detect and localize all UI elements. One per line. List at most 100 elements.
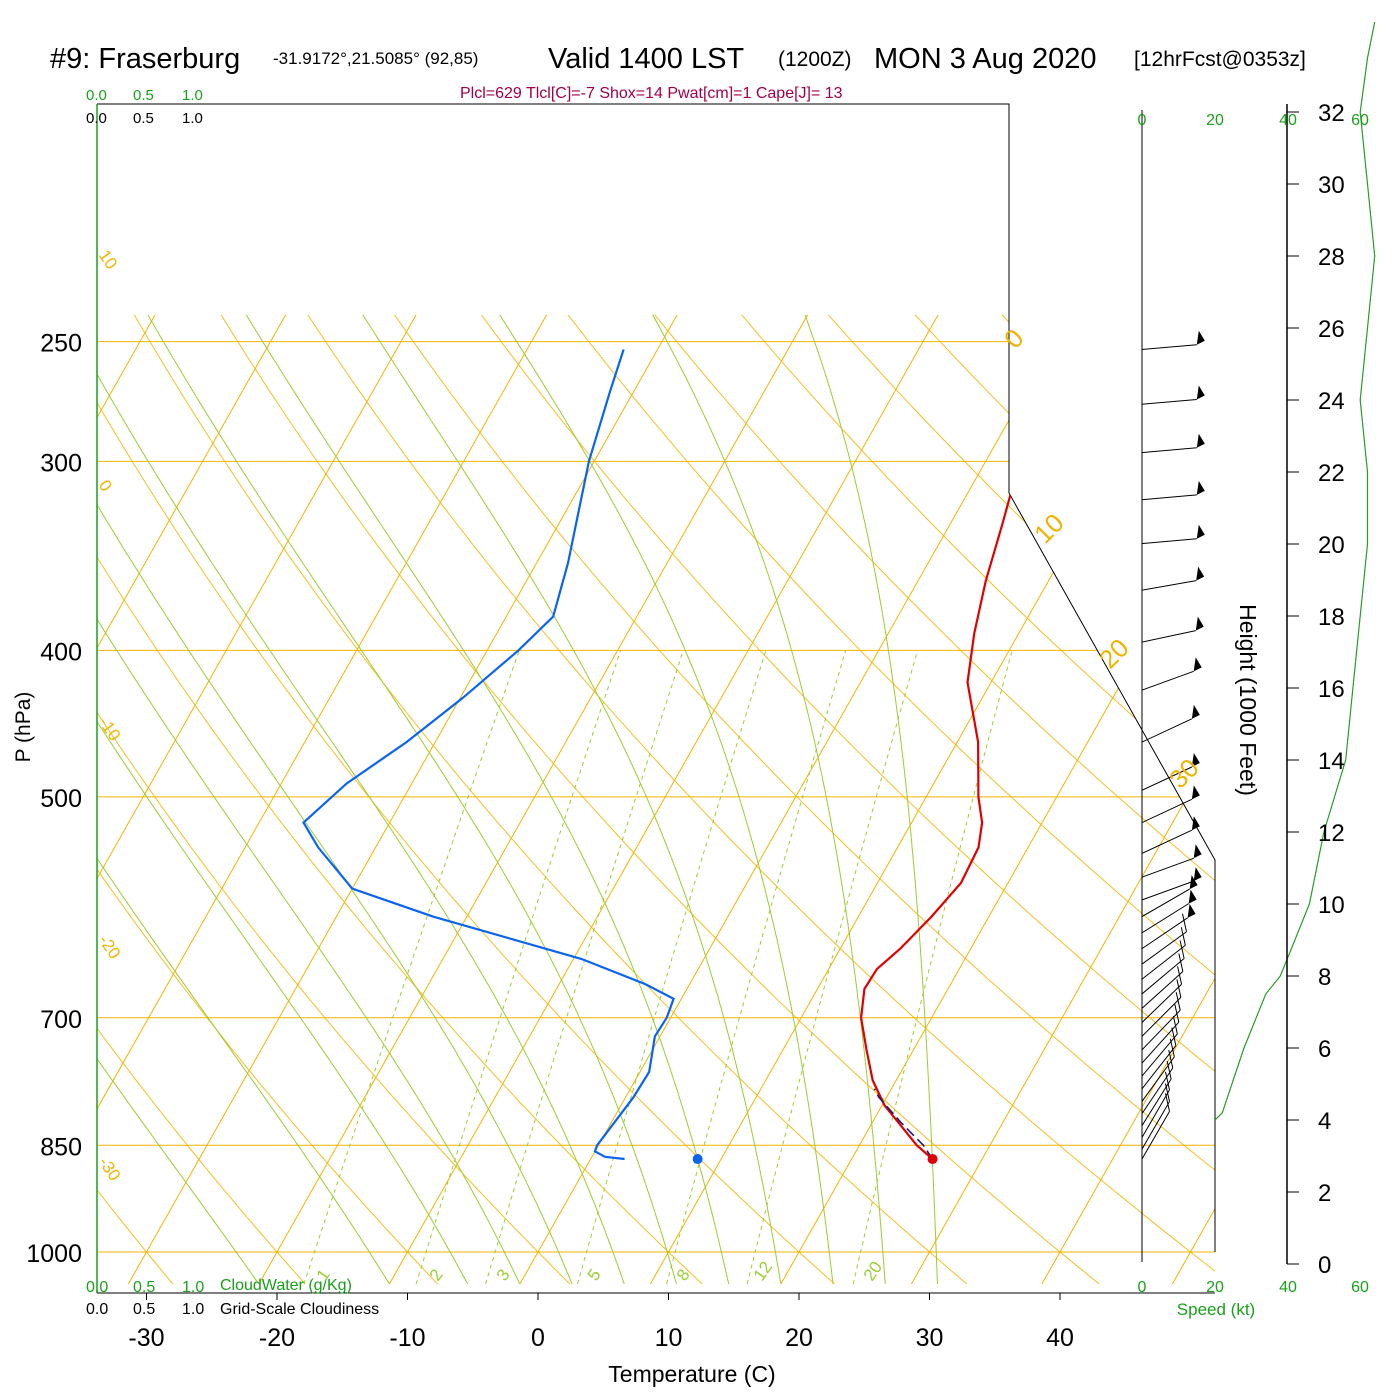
- mixing-ratio-line: [852, 650, 1013, 1285]
- mixing-ratio-line: [577, 650, 767, 1285]
- moist-adiabat: [97, 314, 625, 1285]
- temp-tick-label: -20: [259, 1324, 295, 1352]
- dry-adiabat: [654, 314, 1215, 1285]
- wind-barb: [1141, 997, 1182, 1037]
- moist-adiabat: [804, 314, 938, 1285]
- isotherm-label-left: -30: [95, 1153, 125, 1184]
- dry-adiabat: [133, 314, 968, 1285]
- speed-top-tick-1: 20: [1206, 112, 1224, 129]
- mixing-ratio-label: 12: [750, 1258, 776, 1284]
- wind-barb: [1141, 903, 1189, 934]
- wind-barb-feather: [1176, 979, 1182, 998]
- wind-barb: [1141, 670, 1194, 691]
- bottom-cloudwater-tick-1: 0.5: [133, 1279, 155, 1296]
- isotherm-label-right: 30: [1163, 753, 1205, 795]
- temperature-profile: [859, 349, 1053, 1160]
- wind-barb-feather: [1180, 927, 1186, 946]
- top-cloudiness-tick-2: 1.0: [182, 110, 203, 127]
- wind-barb: [1141, 447, 1197, 454]
- x-axis-title: Temperature (C): [608, 1361, 775, 1387]
- wind-barb: [1141, 917, 1188, 950]
- wind-barb: [1141, 880, 1194, 901]
- speed-top-tick-3: 60: [1351, 112, 1369, 129]
- bottom-cloudiness-tick-1: 0.5: [133, 1301, 155, 1318]
- wind-barb: [1141, 1033, 1178, 1077]
- isotherm-label-left: -10: [95, 713, 125, 744]
- wind-barb: [1141, 1021, 1180, 1064]
- height-axis-title: Height (1000 Feet): [1235, 604, 1261, 796]
- plot-frame: [96, 103, 1216, 1294]
- y-axis-title: P (hPa): [12, 692, 35, 763]
- dry-adiabat: [1088, 314, 1215, 1285]
- wind-barb: [1141, 1056, 1175, 1102]
- top-cloudwater-tick-1: 0.5: [133, 87, 154, 104]
- isotherm-line: [97, 314, 287, 1285]
- dry-adiabat: [307, 314, 1215, 1285]
- speed-bottom-tick-1: 20: [1206, 1279, 1224, 1296]
- height-tick-label: 2: [1318, 1180, 1331, 1207]
- pressure-tick-label: 300: [40, 449, 82, 477]
- dry-adiabat: [97, 314, 306, 1285]
- height-tick-label: 16: [1318, 676, 1345, 703]
- pressure-tick-label: 700: [40, 1006, 82, 1034]
- bottom-cloudiness-tick-0: 0.0: [86, 1301, 108, 1318]
- wind-barb: [1141, 829, 1193, 854]
- wind-barb-flag: [1191, 816, 1200, 831]
- wind-barb-flag: [1196, 433, 1205, 448]
- wind-barb-flag: [1191, 752, 1200, 767]
- height-tick-label: 6: [1318, 1036, 1331, 1063]
- surface-dewpoint-marker: [692, 1154, 703, 1165]
- wind-barb: [1141, 398, 1197, 405]
- mixing-ratio-label: 2: [426, 1266, 447, 1285]
- wind-speed-profile-line: [1214, 21, 1376, 1121]
- speed-bottom-tick-0: 0: [1138, 1279, 1147, 1296]
- pressure-tick-label: 250: [40, 330, 82, 358]
- speed-axis-label: Speed (kt): [1177, 1300, 1255, 1319]
- dry-adiabat: [1349, 315, 1400, 1284]
- dewpoint-profile: [302, 349, 675, 1161]
- dry-adiabat: [97, 314, 174, 1285]
- dry-adiabat: [567, 314, 1215, 1285]
- speed-top-tick-0: 0: [1138, 112, 1147, 129]
- wind-barb: [1141, 798, 1193, 824]
- wind-barb-feather: [1174, 1004, 1180, 1023]
- isotherm-line: [97, 314, 548, 1285]
- speed-top-tick-2: 40: [1279, 112, 1297, 129]
- dry-adiabat: [741, 314, 1215, 1285]
- isotherm-line: [258, 314, 809, 1285]
- wind-barb-feather: [1177, 966, 1183, 985]
- isotherm-line: [388, 314, 939, 1285]
- top-cloudwater-tick-0: 0.0: [86, 87, 107, 104]
- parcel-profile: [873, 1088, 934, 1160]
- wind-barb-feather: [1165, 1083, 1170, 1102]
- moist-adiabat: [97, 314, 390, 1285]
- height-tick-label: 12: [1318, 820, 1345, 847]
- isotherm-line: [97, 314, 417, 1285]
- wind-barb: [1141, 580, 1197, 591]
- wind-barb-feather: [1168, 1049, 1174, 1069]
- wind-barb-flag: [1196, 524, 1205, 539]
- dry-adiabat: [97, 314, 703, 1285]
- wind-barb: [1141, 1078, 1172, 1126]
- moist-adiabat: [362, 314, 782, 1285]
- wind-barb: [1141, 1111, 1170, 1160]
- pressure-tick-label: 500: [40, 785, 82, 813]
- top-cloudiness-tick-0: 0.0: [86, 110, 107, 127]
- mixing-ratio-line: [303, 650, 520, 1285]
- bottom-cloudwater-tick-2: 1.0: [182, 1279, 204, 1296]
- temp-tick-label: -30: [128, 1324, 164, 1352]
- mixing-ratio-label: 5: [584, 1266, 605, 1285]
- wind-barb-flag: [1191, 704, 1200, 719]
- wind-barb: [1141, 944, 1186, 980]
- height-tick-label: 22: [1318, 460, 1345, 487]
- moist-adiabat: [499, 314, 834, 1285]
- wind-barb: [1141, 1067, 1174, 1114]
- height-tick-label: 30: [1318, 172, 1345, 199]
- dry-adiabat: [394, 314, 1215, 1285]
- wind-barb-feather: [1169, 1038, 1175, 1057]
- wind-barb-flag: [1187, 903, 1196, 918]
- temp-tick-label: -10: [389, 1324, 425, 1352]
- moist-adiabat: [97, 314, 260, 1285]
- surface-temperature-marker: [927, 1154, 938, 1165]
